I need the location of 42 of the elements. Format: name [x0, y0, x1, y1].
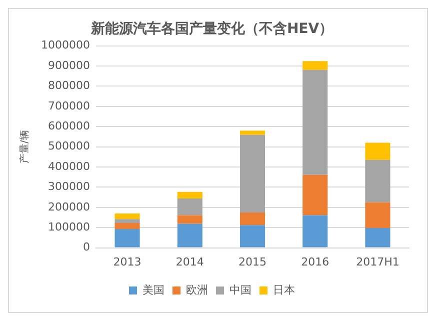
y-tick-label: 1000000: [40, 38, 90, 52]
y-tick-label: 900000: [48, 58, 90, 72]
legend-label: 美国: [142, 283, 164, 296]
bar: [114, 229, 140, 248]
bar: [302, 70, 328, 175]
y-tick-label: 300000: [48, 180, 90, 194]
bar: [177, 192, 202, 199]
bar: [240, 134, 266, 212]
legend-label: 欧洲: [186, 283, 208, 296]
y-tick-label: 400000: [48, 160, 90, 173]
x-tick-label: 2017H1: [356, 255, 400, 268]
y-tick-label: 0: [82, 240, 90, 254]
bar: [302, 61, 328, 70]
legend-label: 中国: [230, 283, 252, 296]
bar: [365, 228, 390, 248]
bar: [302, 174, 328, 216]
y-tick-label: 200000: [48, 200, 90, 214]
bar: [114, 222, 140, 230]
bar: [177, 224, 202, 248]
x-tick-label: 2014: [176, 255, 204, 268]
x-tick-label: 2015: [238, 255, 266, 268]
bar: [365, 142, 390, 160]
x-tick-label: 2016: [301, 255, 330, 268]
bar: [240, 130, 266, 135]
y-tick-label: 600000: [48, 119, 90, 132]
bar: [177, 215, 202, 224]
bar: [365, 160, 390, 202]
y-tick-label: 100000: [48, 220, 90, 234]
bar: [240, 225, 266, 248]
bar: [302, 215, 328, 248]
y-tick-label: 800000: [48, 79, 90, 92]
x-tick-label: 2013: [113, 255, 142, 268]
y-axis-title: 产量/辆: [18, 130, 31, 164]
legend-label: 日本: [273, 283, 295, 296]
bar: [365, 202, 390, 228]
y-tick-label: 700000: [48, 99, 90, 112]
chart-title: 新能源汽车各国产量变化（不含HEV）: [90, 20, 334, 38]
y-tick-label: 500000: [48, 140, 90, 153]
bar: [114, 213, 140, 220]
bar: [177, 198, 202, 216]
bar: [240, 212, 266, 226]
bar: [114, 219, 140, 223]
